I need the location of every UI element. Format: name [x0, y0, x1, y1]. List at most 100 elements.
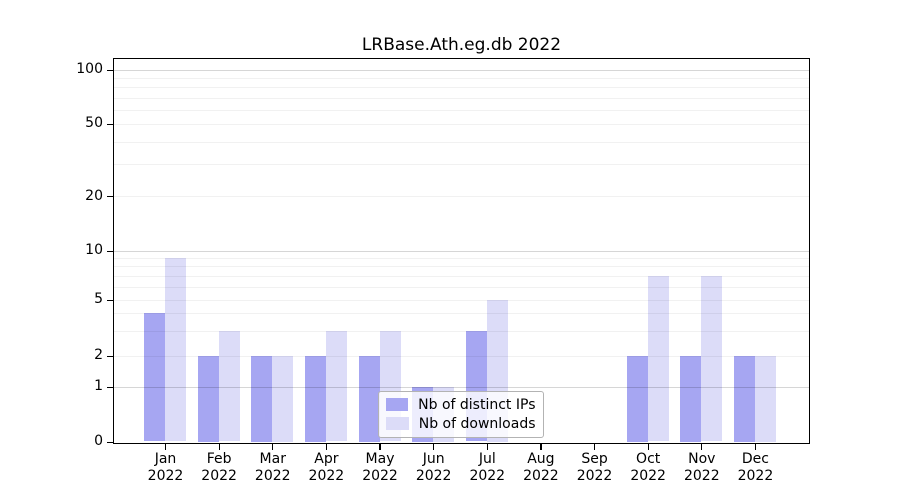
- x-tick: [593, 444, 596, 450]
- bar-jan-downloads: [165, 257, 186, 442]
- y-tick-label: 5: [94, 291, 103, 307]
- bar-nov-distinct-ips: [680, 355, 702, 442]
- gridline-minor: [113, 97, 809, 99]
- gridline-minor: [113, 141, 809, 143]
- y-tick: [106, 196, 113, 198]
- x-tick-year: 2022: [254, 468, 291, 484]
- y-tick-label: 10: [85, 242, 103, 258]
- bar-may-distinct-ips: [358, 355, 380, 442]
- gridline-minor: [113, 257, 809, 259]
- legend-row-downloads: Nb of downloads: [385, 415, 536, 432]
- x-tick-month: Oct: [636, 451, 661, 467]
- x-tick-label-dec: Dec 2022: [725, 451, 785, 485]
- gridline-major: [113, 69, 809, 71]
- plot-area: Nb of distinct IPs Nb of downloads: [112, 57, 810, 444]
- gridline-minor: [113, 77, 809, 79]
- x-tick-label-jan: Jan 2022: [136, 451, 196, 485]
- bar-nov-downloads: [701, 275, 723, 442]
- x-tick-label-sep: Sep 2022: [565, 451, 625, 485]
- bar-jan-distinct-ips: [144, 313, 165, 442]
- x-tick: [379, 444, 381, 450]
- x-tick-month: Aug: [527, 451, 555, 467]
- y-tick-label: 2: [94, 347, 103, 363]
- legend-swatch-distinct-ips-icon: [385, 398, 409, 411]
- gridline-minor: [113, 123, 809, 125]
- bar-dec-distinct-ips: [733, 355, 755, 442]
- x-tick-month: Dec: [741, 451, 769, 467]
- x-tick-label-jul: Jul 2022: [457, 451, 517, 485]
- chart-title: LRBase.Ath.eg.db 2022: [361, 35, 562, 55]
- x-tick-year: 2022: [630, 468, 666, 484]
- bar-dec-downloads: [754, 355, 776, 442]
- bar-feb-distinct-ips: [197, 355, 219, 442]
- x-tick: [433, 444, 435, 450]
- x-tick-month: Jan: [154, 451, 177, 467]
- x-tick-label-nov: Nov 2022: [672, 451, 732, 485]
- x-tick: [272, 444, 274, 450]
- legend: Nb of distinct IPs Nb of downloads: [377, 390, 544, 438]
- bar-mar-distinct-ips: [251, 355, 273, 442]
- x-tick-label-may: May 2022: [350, 451, 410, 485]
- x-tick: [701, 444, 703, 450]
- y-tick-label: 1: [94, 378, 103, 394]
- x-tick-label-apr: Apr 2022: [296, 451, 356, 485]
- y-tick-label: 0: [94, 433, 103, 449]
- x-tick-label-feb: Feb 2022: [189, 451, 249, 485]
- x-tick-month: Sep: [581, 451, 608, 467]
- gridline-minor: [113, 196, 809, 197]
- gridline-minor: [113, 109, 809, 111]
- y-tick-label: 100: [76, 61, 103, 77]
- x-tick-month: Mar: [259, 451, 286, 467]
- x-tick-year: 2022: [523, 468, 559, 484]
- legend-label-distinct-ips: Nb of distinct IPs: [418, 396, 536, 413]
- gridline-minor: [113, 87, 809, 89]
- x-tick-label-aug: Aug 2022: [511, 451, 571, 485]
- x-tick-month: Feb: [206, 451, 232, 467]
- x-tick-label-jun: Jun 2022: [404, 451, 464, 485]
- gridline-minor: [113, 275, 809, 277]
- x-tick-year: 2022: [469, 468, 506, 484]
- y-tick-label: 20: [85, 187, 103, 204]
- gridline-minor: [113, 299, 809, 301]
- y-tick: [106, 123, 113, 126]
- gridline-minor: [113, 330, 809, 332]
- x-tick: [218, 444, 220, 450]
- x-tick-label-oct: Oct 2022: [618, 451, 678, 485]
- x-tick-year: 2022: [147, 468, 184, 484]
- gridline-major: [113, 250, 809, 252]
- x-tick-year: 2022: [415, 468, 452, 484]
- x-tick: [647, 444, 649, 450]
- gridline-minor: [113, 164, 809, 166]
- x-tick-month: Nov: [688, 451, 716, 467]
- bar-feb-downloads: [218, 330, 240, 442]
- x-tick-year: 2022: [362, 468, 398, 484]
- x-tick-year: 2022: [576, 468, 613, 484]
- y-tick: [106, 69, 113, 71]
- y-tick: [106, 250, 113, 252]
- gridline-minor: [113, 313, 809, 315]
- y-tick: [106, 355, 113, 357]
- legend-swatch-downloads-icon: [385, 417, 409, 430]
- x-tick-year: 2022: [308, 468, 345, 484]
- bar-apr-downloads: [325, 330, 347, 442]
- x-tick: [754, 444, 757, 450]
- y-tick: [106, 441, 113, 443]
- x-tick-month: Jul: [478, 451, 496, 467]
- x-tick-label-mar: Mar 2022: [243, 451, 303, 485]
- gridline-minor: [113, 286, 809, 288]
- x-tick: [486, 444, 488, 450]
- gridline-minor: [113, 266, 809, 268]
- x-tick-year: 2022: [683, 468, 720, 484]
- x-tick-month: May: [365, 451, 395, 467]
- bar-apr-distinct-ips: [304, 355, 326, 442]
- bar-mar-downloads: [272, 355, 294, 442]
- legend-label-downloads: Nb of downloads: [418, 415, 536, 432]
- x-tick-year: 2022: [737, 468, 774, 484]
- x-tick: [540, 444, 542, 450]
- y-tick: [106, 299, 113, 301]
- x-tick-month: Apr: [314, 451, 339, 467]
- bar-oct-downloads: [647, 275, 669, 442]
- x-tick: [325, 444, 328, 450]
- gridline-minor: [113, 355, 809, 357]
